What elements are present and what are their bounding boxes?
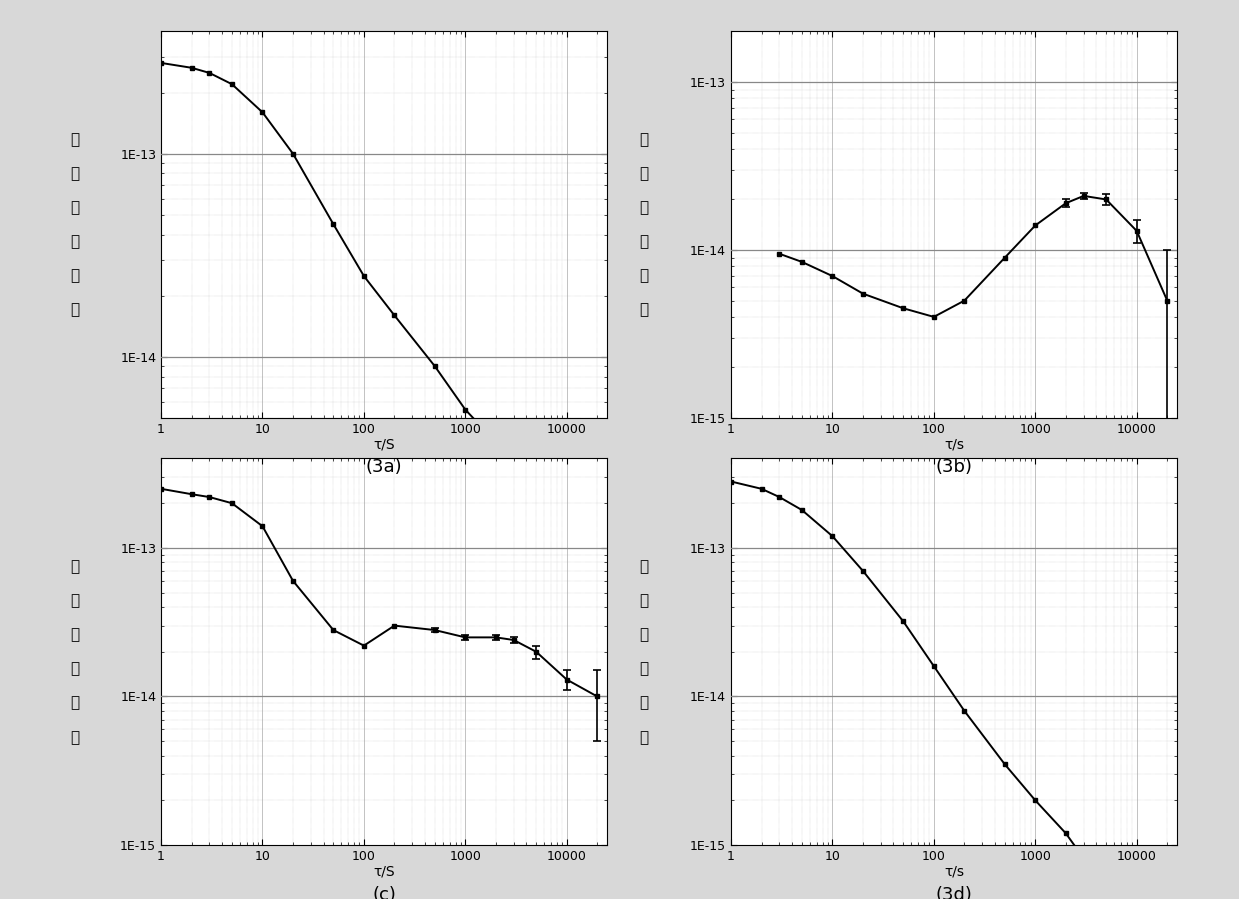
Text: 准: 准 xyxy=(639,269,649,283)
Text: 标: 标 xyxy=(69,662,79,676)
Text: 兰: 兰 xyxy=(639,166,649,181)
Text: (3a): (3a) xyxy=(366,458,403,476)
Text: 阿: 阿 xyxy=(69,132,79,147)
Text: 二: 二 xyxy=(639,200,649,215)
X-axis label: τ/s: τ/s xyxy=(944,864,964,878)
Text: (3d): (3d) xyxy=(935,886,973,899)
X-axis label: τ/S: τ/S xyxy=(373,437,395,451)
Text: 兰: 兰 xyxy=(639,593,649,608)
Text: 兰: 兰 xyxy=(69,166,79,181)
Text: 准: 准 xyxy=(639,696,649,710)
Text: 二: 二 xyxy=(639,628,649,642)
Text: 标: 标 xyxy=(639,235,649,249)
Text: 差: 差 xyxy=(69,730,79,744)
Text: 准: 准 xyxy=(69,696,79,710)
X-axis label: τ/S: τ/S xyxy=(373,864,395,878)
Text: (3b): (3b) xyxy=(935,458,973,476)
Text: 准: 准 xyxy=(69,269,79,283)
Text: 差: 差 xyxy=(639,730,649,744)
Text: 标: 标 xyxy=(639,662,649,676)
Text: 差: 差 xyxy=(69,303,79,317)
Text: 差: 差 xyxy=(639,303,649,317)
Text: 兰: 兰 xyxy=(69,593,79,608)
Text: 二: 二 xyxy=(69,628,79,642)
Text: 阿: 阿 xyxy=(639,132,649,147)
Text: (c): (c) xyxy=(372,886,396,899)
Text: 标: 标 xyxy=(69,235,79,249)
Text: 二: 二 xyxy=(69,200,79,215)
X-axis label: τ/s: τ/s xyxy=(944,437,964,451)
Text: 阿: 阿 xyxy=(69,559,79,574)
Text: 阿: 阿 xyxy=(639,559,649,574)
